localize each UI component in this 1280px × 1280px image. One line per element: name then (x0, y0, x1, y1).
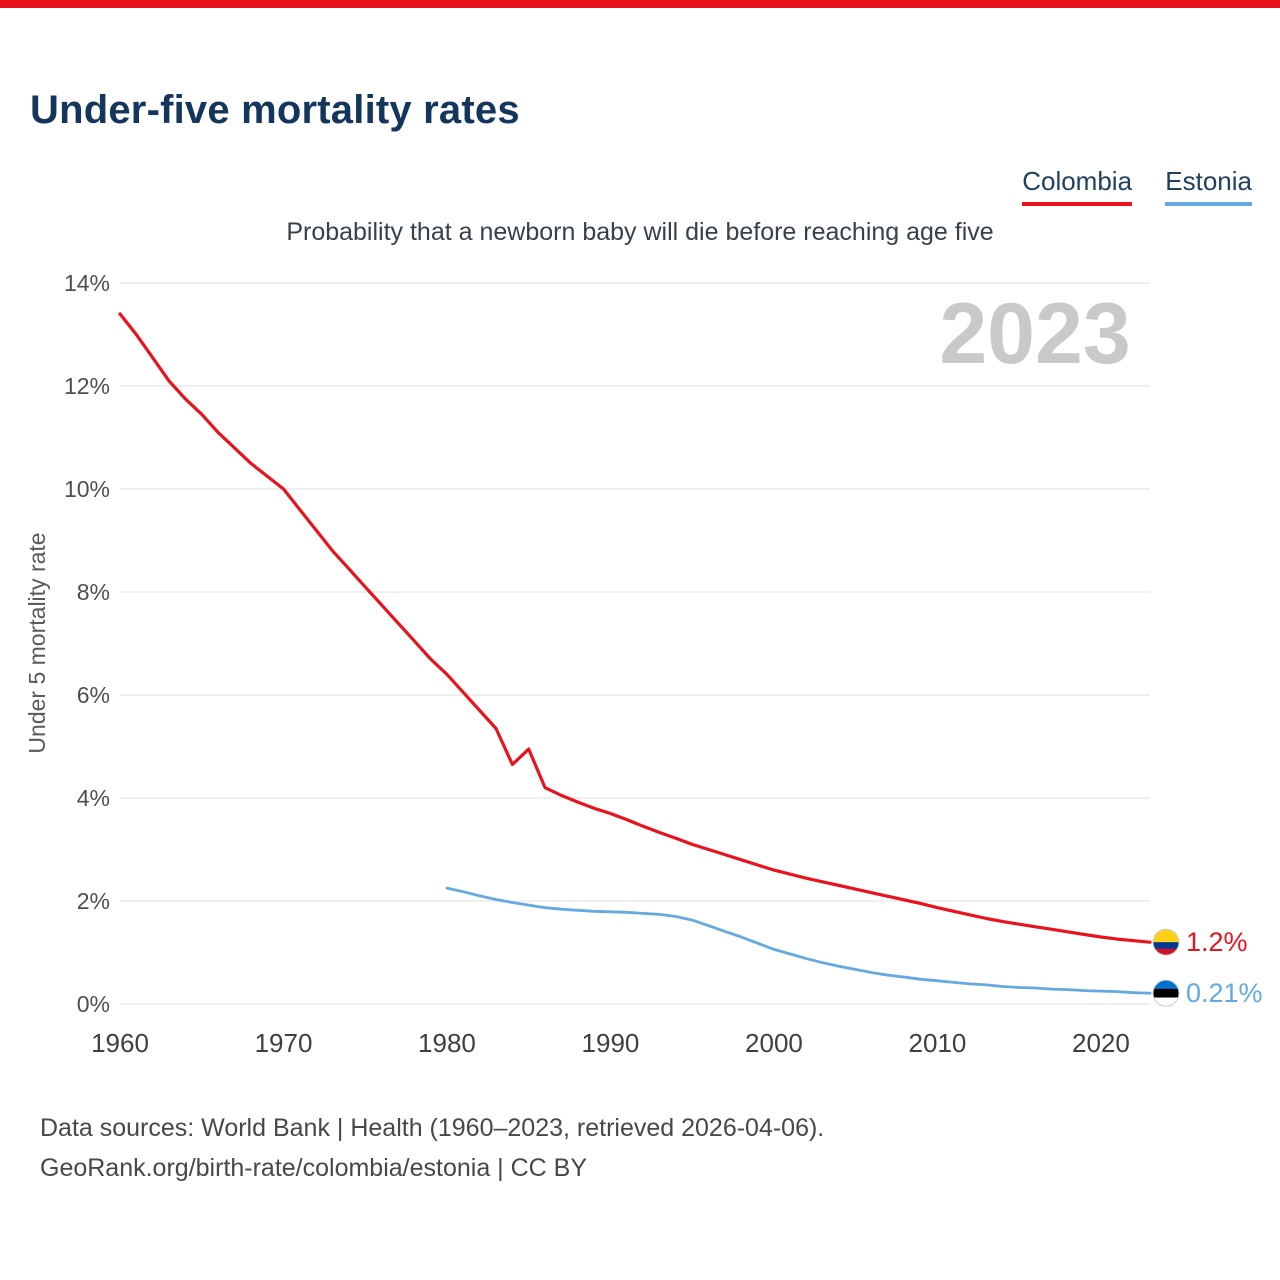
colombia-end-label: 1.2% (1186, 927, 1248, 957)
page-title: Under-five mortality rates (30, 88, 520, 132)
watermark-year: 2023 (939, 286, 1130, 382)
estonia-line[interactable] (445, 886, 1152, 995)
estonia-flag-icon (1152, 979, 1180, 1007)
legend-item-estonia[interactable]: Estonia (1165, 166, 1252, 206)
y-tick-label: 0% (77, 991, 110, 1017)
y-tick-label: 4% (77, 785, 110, 811)
legend-item-colombia[interactable]: Colombia (1022, 166, 1133, 206)
top-accent-bar (0, 0, 1280, 8)
footer-data-sources: Data sources: World Bank | Health (1960–… (40, 1114, 825, 1142)
chart-subtitle: Probability that a newborn baby will die… (286, 218, 994, 246)
x-tick-label: 2020 (1072, 1028, 1130, 1058)
footer-attribution: GeoRank.org/birth-rate/colombia/estonia … (40, 1154, 588, 1182)
footer: Data sources: World Bank | Health (1960–… (40, 1108, 824, 1188)
colombia-flag-icon (1152, 928, 1180, 956)
x-tick-label: 2000 (745, 1028, 803, 1058)
y-axis-title: Under 5 mortality rate (24, 532, 50, 753)
x-tick-label: 2010 (909, 1028, 967, 1058)
colombia-line[interactable] (118, 312, 1152, 944)
y-tick-label: 12% (64, 373, 110, 399)
y-tick-label: 6% (77, 682, 110, 708)
estonia-end-label: 0.21% (1186, 978, 1263, 1008)
y-tick-label: 10% (64, 476, 110, 502)
x-tick-label: 1990 (582, 1028, 640, 1058)
y-tick-label: 14% (64, 270, 110, 296)
x-tick-label: 1970 (255, 1028, 313, 1058)
x-tick-label: 1960 (91, 1028, 149, 1058)
x-tick-label: 1980 (418, 1028, 476, 1058)
y-tick-label: 8% (77, 579, 110, 605)
y-tick-label: 2% (77, 888, 110, 914)
legend: Colombia Estonia (996, 166, 1252, 206)
plot-layer: 0% 2% 4% 6% 8% 10% 12% 14% 1960 1970 1980 1990 2000 2… (64, 270, 1263, 1058)
